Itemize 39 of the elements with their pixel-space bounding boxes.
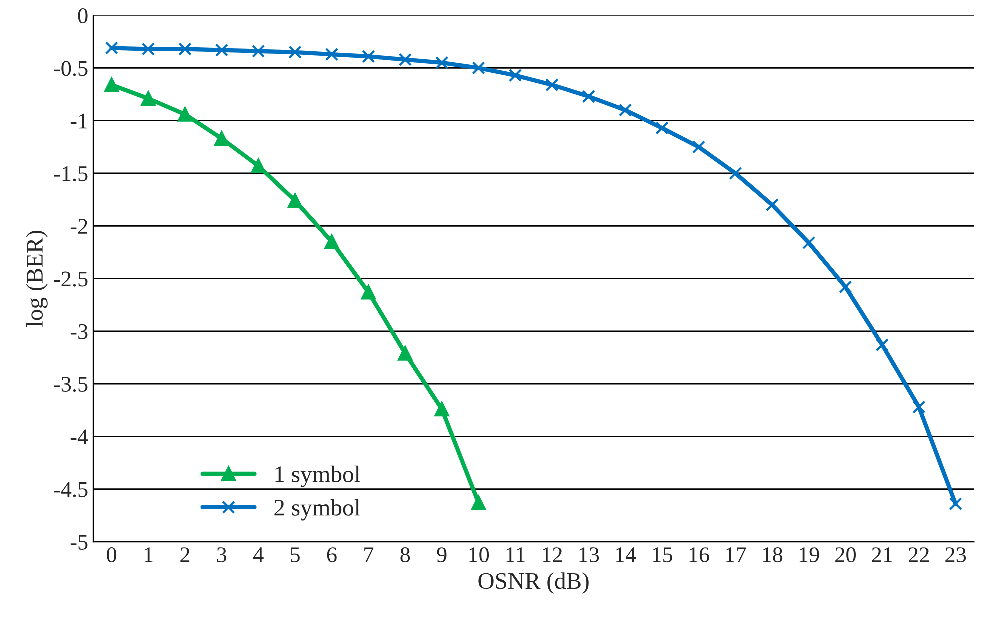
- y-tick-label: -0.5: [54, 61, 88, 76]
- x-tick-label: 1: [144, 548, 153, 562]
- x-tick-label: 21: [872, 548, 892, 562]
- y-tick-label: -2.5: [54, 272, 88, 287]
- x-tick-label: 18: [763, 548, 783, 563]
- x-axis-title: OSNR (dB): [478, 572, 589, 594]
- y-tick-label: -4.5: [54, 482, 88, 498]
- x-tick-label: 5: [291, 548, 300, 563]
- x-tick-label: 4: [253, 548, 264, 562]
- x-tick-label: 7: [364, 548, 374, 562]
- x-tick-label: 0: [107, 548, 117, 563]
- y-tick-label: -4: [70, 430, 88, 444]
- x-tick-label: 16: [690, 548, 710, 563]
- y-tick-label: -3.5: [54, 377, 88, 392]
- y-tick-label: -3: [70, 324, 88, 340]
- legend-label: 2 symbol: [274, 499, 360, 521]
- x-tick-label: 12: [543, 548, 562, 562]
- x-tick-label: 23: [946, 548, 966, 563]
- x-tick-label: 13: [580, 548, 600, 563]
- y-tick-label: 0: [78, 8, 88, 24]
- y-tick-label: -2: [70, 219, 88, 234]
- y-tick-label: -5: [70, 535, 88, 550]
- x-tick-label: 14: [616, 548, 636, 562]
- x-tick-label: 15: [653, 548, 672, 563]
- x-tick-label: 6: [327, 548, 337, 563]
- x-tick-label: 8: [400, 548, 410, 563]
- x-tick-label: 10: [470, 548, 490, 563]
- y-axis-title: log (BER): [26, 230, 48, 328]
- y-tick-label: -1: [70, 114, 88, 129]
- x-tick-label: 20: [836, 548, 856, 563]
- x-tick-label: 17: [726, 548, 746, 562]
- x-tick-label: 9: [437, 548, 447, 563]
- y-tick-label: -1.5: [54, 166, 88, 182]
- x-tick-label: 3: [217, 548, 227, 563]
- x-tick-label: 2: [180, 548, 190, 562]
- x-tick-label: 11: [506, 548, 525, 562]
- x-tick-label: 22: [908, 548, 930, 562]
- x-tick-label: 19: [800, 548, 820, 563]
- legend-label: 1 symbol: [276, 466, 360, 488]
